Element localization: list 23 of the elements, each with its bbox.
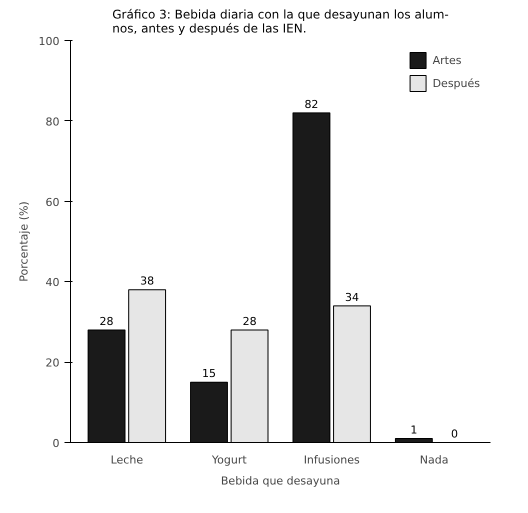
y-tick-label: 100 <box>38 35 60 48</box>
y-tick-label: 80 <box>46 115 60 128</box>
y-tick-label: 0 <box>52 437 60 450</box>
y-axis-title: Porcentaje (%) <box>18 201 31 282</box>
data-label: 1 <box>410 423 418 436</box>
x-tick-label: Leche <box>110 454 144 466</box>
data-label: 28 <box>100 314 114 328</box>
data-label: 28 <box>242 314 257 328</box>
data-label: 38 <box>140 274 154 288</box>
y-tick-label: 20 <box>46 356 60 370</box>
chart-title: Gráfico 3: Bebida diaria con la que desayunan los alum- nos, antes y después de las IEN. <box>112 8 449 36</box>
y-tick-label: 40 <box>46 276 60 290</box>
x-tick-label: Nada <box>420 454 449 466</box>
y-tick-label: 60 <box>46 196 60 209</box>
x-tick-label: Yogurt <box>210 454 248 466</box>
legend-label: Artes <box>432 54 462 66</box>
legend-label: Después <box>432 76 480 90</box>
data-label: 82 <box>304 98 318 111</box>
data-label: 15 <box>202 367 216 380</box>
x-tick-label: Infusiones <box>304 454 360 466</box>
x-axis-title: Bebida que desayuna <box>220 474 340 488</box>
data-label: 34 <box>345 290 360 304</box>
data-label: 0 <box>450 428 458 440</box>
